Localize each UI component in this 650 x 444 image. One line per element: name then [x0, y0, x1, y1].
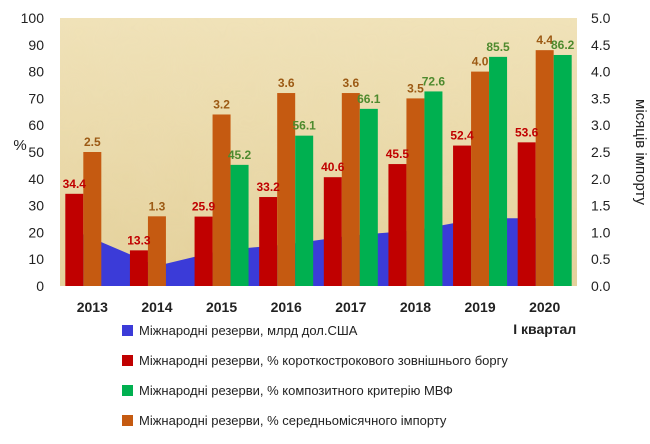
legend-swatch-4 — [122, 415, 133, 426]
legend-item-3: Міжнародні резерви, % композитного крите… — [139, 383, 453, 398]
y-left-tick-label: 80 — [28, 64, 44, 80]
bar-short-term-debt-2018 — [388, 164, 407, 286]
data-label-avg-monthly-import-2019: 4.0 — [472, 55, 489, 69]
bar-short-term-debt-2019 — [453, 145, 472, 286]
x-tick-label: 2018 — [400, 299, 431, 315]
bar-avg-monthly-import-2013 — [83, 152, 102, 286]
data-label-imf-criterion-2016: 56.1 — [293, 119, 317, 133]
data-label-avg-monthly-import-2018: 3.5 — [407, 81, 424, 95]
y-right-tick-label: 3.0 — [591, 117, 611, 133]
y-right-tick-label: 2.0 — [591, 171, 611, 187]
x-tick-label: 2017 — [335, 299, 366, 315]
y-left-tick-label: 100 — [21, 10, 45, 26]
bar-imf-criterion-2018 — [424, 91, 443, 286]
legend-item-2: Міжнародні резерви, % короткострокового … — [139, 353, 508, 368]
data-label-imf-criterion-2019: 85.5 — [486, 40, 510, 54]
legend-swatch-3 — [122, 385, 133, 396]
x-tick-label: 2019 — [464, 299, 495, 315]
bar-short-term-debt-2020 — [517, 142, 536, 286]
bar-avg-monthly-import-2020 — [535, 50, 554, 286]
data-label-avg-monthly-import-2016: 3.6 — [278, 76, 295, 90]
data-label-imf-criterion-2018: 72.6 — [422, 74, 446, 88]
x-tick-label: 2014 — [141, 299, 172, 315]
data-labels: 34.4 13.3 25.9 33.2 40.6 45.5 52.4 53.6 2.5 1.3 3.… — [63, 33, 575, 247]
y-right-tick-label: 1.5 — [591, 198, 611, 214]
y-left-tick-label: 90 — [28, 37, 44, 53]
y-left-tick-label: 30 — [28, 198, 44, 214]
legend-item-4: Міжнародні резерви, % середньомісячного … — [139, 413, 447, 428]
x-tick-label: 2016 — [271, 299, 302, 315]
data-label-short-term-debt-2018: 45.5 — [386, 147, 410, 161]
bar-series — [65, 50, 572, 287]
y-right-tick-label: 4.0 — [591, 64, 611, 80]
x-tick-label: 2020 — [529, 299, 560, 315]
legend: Міжнародні резерви, млрд дол.США Міжнарод… — [122, 323, 508, 428]
data-label-imf-criterion-2017: 66.1 — [357, 92, 381, 106]
bar-imf-criterion-2017 — [359, 108, 378, 287]
y-left-tick-label: 10 — [28, 251, 44, 267]
y-left-tick-label: 20 — [28, 224, 44, 240]
y-right-tick-label: 5.0 — [591, 10, 611, 26]
bar-avg-monthly-import-2014 — [147, 216, 166, 286]
data-label-avg-monthly-import-2020: 4.4 — [536, 33, 553, 47]
y-right-tick-label: 3.5 — [591, 90, 611, 106]
x-tick-label: 2015 — [206, 299, 237, 315]
legend-swatch-2 — [122, 355, 133, 366]
data-label-short-term-debt-2017: 40.6 — [321, 160, 345, 174]
y-left-tick-label: 70 — [28, 90, 44, 106]
data-label-avg-monthly-import-2013: 2.5 — [84, 135, 101, 149]
bar-avg-monthly-import-2015 — [212, 114, 231, 286]
y-left-tick-label: 40 — [28, 171, 44, 187]
data-label-imf-criterion-2020: 86.2 — [551, 38, 575, 52]
bar-short-term-debt-2014 — [129, 250, 148, 286]
y-right-tick-label: 1.0 — [591, 224, 611, 240]
y-right-tick-label: 0.5 — [591, 251, 611, 267]
bar-short-term-debt-2013 — [65, 193, 84, 286]
bar-avg-monthly-import-2016 — [277, 93, 296, 286]
data-label-short-term-debt-2015: 25.9 — [192, 200, 216, 214]
bar-imf-criterion-2020 — [553, 54, 572, 286]
axes: 0 10 20 30 40 50 60 70 80 90 100 0.0 0.5 1.0 1.5 2.0 2.5… — [13, 10, 649, 337]
y-left-axis-title: % — [13, 137, 26, 154]
data-label-short-term-debt-2016: 33.2 — [257, 180, 281, 194]
data-label-short-term-debt-2020: 53.6 — [515, 125, 539, 139]
bar-imf-criterion-2015 — [230, 164, 249, 286]
y-right-tick-label: 0.0 — [591, 278, 611, 294]
data-label-short-term-debt-2013: 34.4 — [63, 177, 87, 191]
data-label-avg-monthly-import-2014: 1.3 — [149, 199, 166, 213]
x-category-note: І квартал — [513, 321, 576, 337]
y-left-tick-label: 0 — [36, 278, 44, 294]
data-label-imf-criterion-2015: 45.2 — [228, 148, 252, 162]
bar-avg-monthly-import-2019 — [471, 71, 490, 286]
legend-item-1: Міжнародні резерви, млрд дол.США — [139, 323, 358, 338]
data-label-short-term-debt-2014: 13.3 — [127, 233, 151, 247]
x-tick-label: 2013 — [77, 299, 108, 315]
y-left-tick-label: 60 — [28, 117, 44, 133]
bar-short-term-debt-2015 — [194, 216, 213, 286]
y-left-tick-label: 50 — [28, 144, 44, 160]
bar-short-term-debt-2016 — [259, 197, 278, 286]
bar-imf-criterion-2019 — [489, 56, 508, 286]
data-label-avg-monthly-import-2015: 3.2 — [213, 97, 230, 111]
bar-avg-monthly-import-2018 — [406, 98, 425, 287]
y-right-tick-label: 4.5 — [591, 37, 611, 53]
y-right-tick-label: 2.5 — [591, 144, 611, 160]
bar-avg-monthly-import-2017 — [341, 93, 360, 286]
data-label-short-term-debt-2019: 52.4 — [450, 129, 474, 143]
bar-imf-criterion-2016 — [295, 135, 314, 286]
data-label-avg-monthly-import-2017: 3.6 — [342, 76, 359, 90]
legend-swatch-1 — [122, 325, 133, 336]
bar-short-term-debt-2017 — [323, 177, 342, 286]
y-right-axis-title: місяців імпорту — [632, 99, 649, 205]
